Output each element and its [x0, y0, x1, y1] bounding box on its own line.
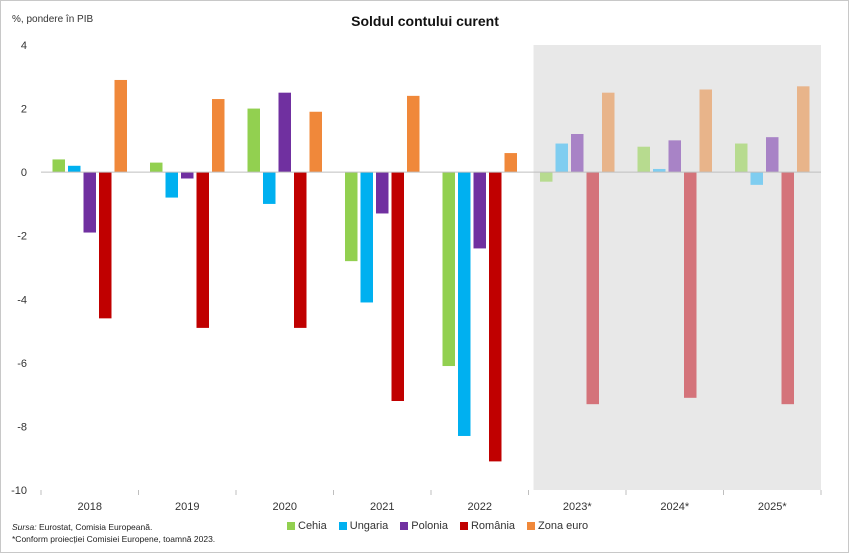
legend-label: Ungaria [349, 520, 389, 532]
legend-label: Zona euro [538, 520, 589, 532]
bar-polonia-2018 [83, 172, 96, 233]
legend-label: Cehia [298, 520, 327, 532]
bar-polonia-2019 [181, 172, 194, 179]
bar-zona-euro-2020 [309, 111, 322, 173]
y-tick-label: -6 [17, 358, 27, 370]
y-tick-label: -2 [17, 231, 27, 243]
bar-cehia-2023 [540, 172, 553, 182]
legend-item: România [459, 520, 516, 532]
y-tick-label: -10 [11, 485, 27, 497]
bar-cehia-2019 [150, 162, 163, 173]
legend-swatch [338, 522, 347, 530]
legend-label: Polonia [411, 520, 448, 532]
bar-ungaria-2024 [653, 168, 666, 173]
bar-ungaria-2023 [555, 143, 568, 173]
source-label: Sursa: [12, 522, 37, 532]
x-tick-label: 2023* [563, 501, 592, 513]
bar-cehia-2025 [735, 143, 748, 173]
y-tick-label: 4 [21, 40, 27, 52]
legend-swatch [459, 522, 468, 530]
bar-polonia-2021 [376, 172, 389, 214]
legend-swatch [287, 522, 295, 530]
y-tick-label: 2 [21, 104, 27, 116]
chart-title: Soldul contului curent [351, 13, 499, 29]
bar-românia-2025 [781, 172, 794, 405]
bar-cehia-2020 [247, 108, 260, 173]
x-tick-label: 2018 [78, 501, 102, 513]
x-tick-label: 2021 [370, 501, 394, 513]
forecast-shading [533, 45, 821, 490]
bar-românia-2023 [586, 172, 599, 405]
y-tick-label: 0 [21, 167, 27, 179]
bar-ungaria-2025 [750, 172, 763, 185]
x-tick-label: 2020 [273, 501, 297, 513]
bar-ungaria-2020 [263, 172, 276, 204]
bar-zona-euro-2025 [797, 86, 810, 173]
source-note: Sursa: Eurostat, Comisia Europeană. [12, 521, 215, 533]
legend-item: Cehia [287, 520, 327, 532]
bar-românia-2019 [196, 172, 209, 328]
bar-românia-2018 [99, 172, 112, 319]
legend-label: România [470, 520, 516, 532]
bar-ungaria-2019 [165, 172, 178, 198]
bar-polonia-2020 [278, 92, 291, 173]
legend-swatch [527, 522, 536, 530]
x-tick-label: 2019 [175, 501, 199, 513]
bar-zona-euro-2021 [407, 95, 420, 173]
bar-polonia-2022 [473, 172, 486, 249]
bar-cehia-2024 [637, 146, 650, 173]
bar-zona-euro-2018 [114, 79, 127, 173]
legend-swatch [400, 522, 409, 530]
bar-cehia-2021 [345, 172, 358, 262]
bar-românia-2020 [294, 172, 307, 328]
chart-notes: Sursa: Eurostat, Comisia Europeană. *Con… [12, 521, 215, 545]
bar-românia-2021 [391, 172, 404, 401]
legend: Cehia Ungaria Polonia România Zona euro [287, 520, 588, 532]
bar-polonia-2023 [571, 134, 584, 173]
bar-cehia-2022 [442, 172, 455, 367]
bar-ungaria-2021 [360, 172, 373, 303]
bar-polonia-2025 [766, 137, 779, 173]
bar-zona-euro-2023 [602, 92, 615, 173]
y-tick-label: -4 [17, 294, 27, 306]
legend-item: Zona euro [527, 520, 588, 532]
x-tick-label: 2024* [660, 501, 689, 513]
bar-polonia-2024 [668, 140, 681, 173]
bar-cehia-2018 [52, 159, 65, 173]
bar-zona-euro-2022 [504, 153, 517, 173]
x-tick-label: 2025* [758, 501, 787, 513]
y-tick-label: -8 [17, 421, 27, 433]
bar-ungaria-2018 [68, 165, 81, 173]
bar-zona-euro-2024 [699, 89, 712, 173]
forecast-footnote: *Conform proiecției Comisiei Europene, t… [12, 534, 216, 544]
bar-românia-2022 [489, 172, 502, 462]
bar-zona-euro-2019 [212, 99, 225, 173]
legend-item: Polonia [400, 520, 448, 532]
x-tick-label: 2022 [468, 501, 492, 513]
bar-românia-2024 [684, 172, 697, 398]
y-axis-label: %, pondere în PIB [12, 14, 93, 25]
source-text: Eurostat, Comisia Europeană. [36, 522, 153, 532]
legend-item: Ungaria [338, 520, 389, 532]
bar-ungaria-2022 [458, 172, 471, 436]
